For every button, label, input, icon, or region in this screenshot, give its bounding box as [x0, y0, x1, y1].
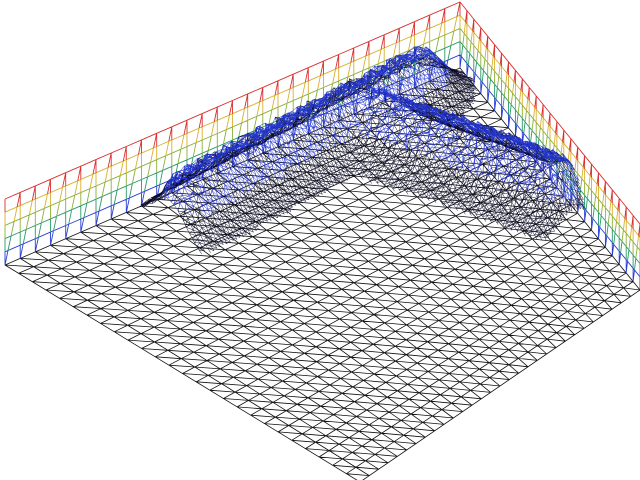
- mountain-mesh-blue: [160, 46, 581, 219]
- wall: [4, 1, 640, 238]
- wall: [4, 14, 640, 251]
- base-grid: [4, 67, 640, 480]
